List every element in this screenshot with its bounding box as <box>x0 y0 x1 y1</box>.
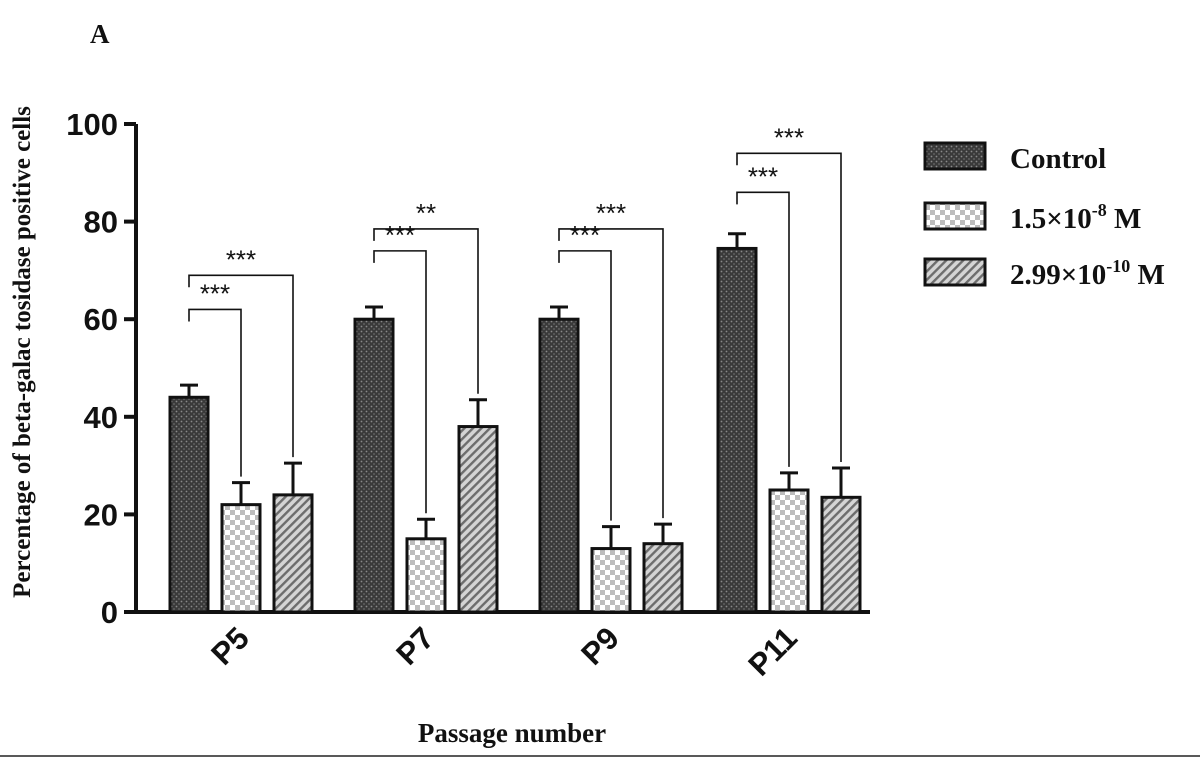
bar-p11-series-3 <box>820 495 862 614</box>
bar-p11-series-2 <box>768 488 810 614</box>
bar-p7-series-3 <box>457 425 499 614</box>
y-tick-label: 0 <box>101 595 118 630</box>
significance-label: *** <box>774 122 804 152</box>
bars <box>168 246 862 614</box>
x-tick-labels: P5 P7 P9 P11 <box>204 620 804 683</box>
significance-bracket <box>188 274 294 458</box>
legend-label-series-1: Control <box>1010 143 1106 175</box>
bar-p9-series-3 <box>642 542 684 614</box>
legend-label-series-2: 1.5×10-8 M <box>1010 200 1141 235</box>
legend-label-unit: M <box>1130 259 1165 291</box>
significance-label: *** <box>596 198 626 228</box>
y-tick-label: 20 <box>84 497 118 532</box>
significance-bracket <box>373 228 479 394</box>
legend-label-main: Control <box>1010 143 1106 175</box>
significance-label: ** <box>416 198 436 228</box>
y-tick-label: 80 <box>84 205 118 240</box>
bar-p11-series-1 <box>716 246 758 614</box>
significance-bracket <box>736 152 842 463</box>
legend-swatch-series-3 <box>923 257 987 287</box>
significance-label: *** <box>200 278 230 308</box>
legend-label-series-3: 2.99×10-10 M <box>1010 256 1165 291</box>
bar-p9-series-2 <box>590 547 632 614</box>
significance-label: *** <box>748 161 778 191</box>
bar-p7-series-2 <box>405 537 447 614</box>
y-tick-label: 40 <box>84 400 118 435</box>
bar-p5-series-3 <box>272 493 314 614</box>
significance-bracket <box>558 250 612 521</box>
y-tick-label: 60 <box>84 302 118 337</box>
legend-label-unit: M <box>1107 203 1142 235</box>
x-tick-label-p9: P9 <box>574 620 626 672</box>
error-bars <box>180 232 850 549</box>
significance-bracket <box>188 308 242 477</box>
legend-label-superscript: -8 <box>1092 200 1107 220</box>
legend-swatch-series-1 <box>923 141 987 171</box>
bar-p7-series-1 <box>353 317 395 614</box>
x-tick-label-p5: P5 <box>204 620 256 672</box>
significance-label: *** <box>570 220 600 250</box>
bar-p9-series-1 <box>538 317 580 614</box>
y-ticks: 0 20 40 60 80 100 <box>66 107 136 630</box>
legend-label-main: 2.99×10 <box>1010 259 1106 291</box>
bar-p5-series-1 <box>168 395 210 614</box>
x-tick-label-p7: P7 <box>389 620 441 672</box>
legend-label-main: 1.5×10 <box>1010 203 1092 235</box>
y-tick-label: 100 <box>66 107 118 142</box>
x-axis-title: Passage number <box>418 718 606 748</box>
legend-swatch-series-2 <box>923 201 987 231</box>
significance-bracket <box>736 191 790 467</box>
x-tick-label-p11: P11 <box>741 620 804 683</box>
significance-bracket <box>373 250 427 514</box>
significance-label: *** <box>226 244 256 274</box>
significance-label: *** <box>385 220 415 250</box>
panel-label: A <box>90 19 110 49</box>
significance-brackets: *********************** <box>188 122 842 521</box>
significance-bracket <box>558 228 664 519</box>
y-axis-title: Percentage of beta-galac tosidase positi… <box>9 106 36 598</box>
bar-p5-series-2 <box>220 503 262 614</box>
legend-label-superscript: -10 <box>1106 256 1130 276</box>
